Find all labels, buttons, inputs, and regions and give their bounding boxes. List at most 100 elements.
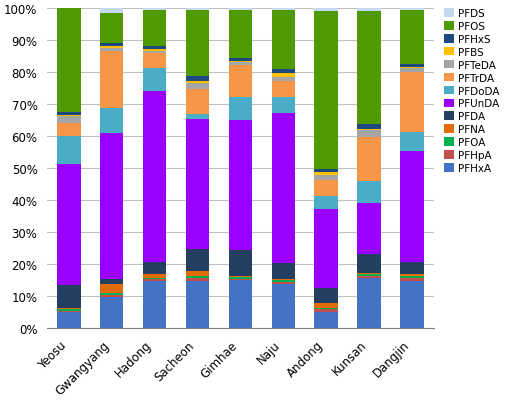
Bar — [229, 281, 252, 328]
Bar — [143, 52, 166, 53]
Bar — [100, 134, 123, 279]
Bar — [100, 284, 123, 294]
Bar — [143, 11, 166, 47]
Bar — [100, 295, 123, 297]
Bar — [57, 112, 80, 115]
Bar — [400, 72, 424, 132]
Bar — [400, 68, 424, 69]
Bar — [400, 9, 424, 11]
Bar — [229, 98, 252, 120]
Bar — [57, 124, 80, 136]
Bar — [400, 275, 424, 276]
Bar — [272, 279, 295, 281]
Legend: PFDS, PFOS, PFHxS, PFBS, PFTeDA, PFTrDA, PFDoDA, PFUnDA, PFDA, PFNA, PFOA, PFHpA: PFDS, PFOS, PFHxS, PFBS, PFTeDA, PFTrDA,… — [442, 8, 501, 174]
Bar — [143, 278, 166, 279]
Bar — [186, 9, 209, 11]
Bar — [143, 9, 166, 11]
Bar — [315, 12, 338, 170]
Bar — [358, 129, 381, 131]
Bar — [186, 271, 209, 276]
Bar — [315, 9, 338, 12]
Bar — [358, 254, 381, 273]
Bar — [400, 152, 424, 262]
Bar — [100, 297, 123, 328]
Bar — [358, 137, 381, 181]
Bar — [100, 44, 123, 47]
Bar — [315, 309, 338, 312]
Bar — [400, 262, 424, 275]
Bar — [400, 11, 424, 65]
Bar — [272, 114, 295, 263]
Bar — [143, 53, 166, 69]
Bar — [315, 289, 338, 303]
Bar — [100, 279, 123, 284]
Bar — [100, 14, 123, 44]
Bar — [143, 275, 166, 278]
Bar — [272, 82, 295, 98]
Bar — [229, 11, 252, 59]
Bar — [400, 69, 424, 72]
Bar — [186, 11, 209, 77]
Bar — [186, 249, 209, 271]
Bar — [315, 308, 338, 309]
Bar — [272, 98, 295, 114]
Bar — [229, 120, 252, 251]
Bar — [186, 115, 209, 120]
Bar — [358, 131, 381, 137]
Bar — [57, 165, 80, 286]
Bar — [229, 59, 252, 62]
Bar — [186, 281, 209, 328]
Bar — [315, 312, 338, 328]
Bar — [186, 82, 209, 83]
Bar — [186, 90, 209, 115]
Bar — [400, 281, 424, 328]
Bar — [315, 209, 338, 289]
Bar — [315, 181, 338, 196]
Bar — [186, 276, 209, 278]
Bar — [315, 196, 338, 209]
Bar — [100, 9, 123, 14]
Bar — [358, 125, 381, 129]
Bar — [100, 109, 123, 134]
Bar — [57, 308, 80, 309]
Bar — [358, 273, 381, 275]
Bar — [272, 284, 295, 328]
Bar — [358, 275, 381, 276]
Bar — [358, 12, 381, 125]
Bar — [400, 65, 424, 68]
Bar — [229, 66, 252, 98]
Bar — [100, 49, 123, 52]
Bar — [57, 9, 80, 112]
Bar — [143, 50, 166, 52]
Bar — [143, 262, 166, 275]
Bar — [400, 278, 424, 281]
Bar — [229, 62, 252, 63]
Bar — [400, 276, 424, 278]
Bar — [186, 83, 209, 90]
Bar — [143, 281, 166, 328]
Bar — [272, 263, 295, 279]
Bar — [143, 91, 166, 262]
Bar — [229, 277, 252, 279]
Bar — [229, 251, 252, 276]
Bar — [57, 312, 80, 328]
Bar — [272, 9, 295, 11]
Bar — [229, 279, 252, 281]
Bar — [143, 69, 166, 91]
Bar — [358, 278, 381, 328]
Bar — [272, 69, 295, 74]
Bar — [315, 170, 338, 173]
Bar — [57, 115, 80, 117]
Bar — [400, 132, 424, 152]
Bar — [143, 279, 166, 281]
Bar — [358, 204, 381, 254]
Bar — [57, 286, 80, 308]
Bar — [272, 11, 295, 69]
Bar — [100, 52, 123, 109]
Bar — [358, 9, 381, 12]
Bar — [315, 173, 338, 176]
Bar — [229, 9, 252, 11]
Bar — [100, 294, 123, 295]
Bar — [143, 47, 166, 50]
Bar — [272, 77, 295, 82]
